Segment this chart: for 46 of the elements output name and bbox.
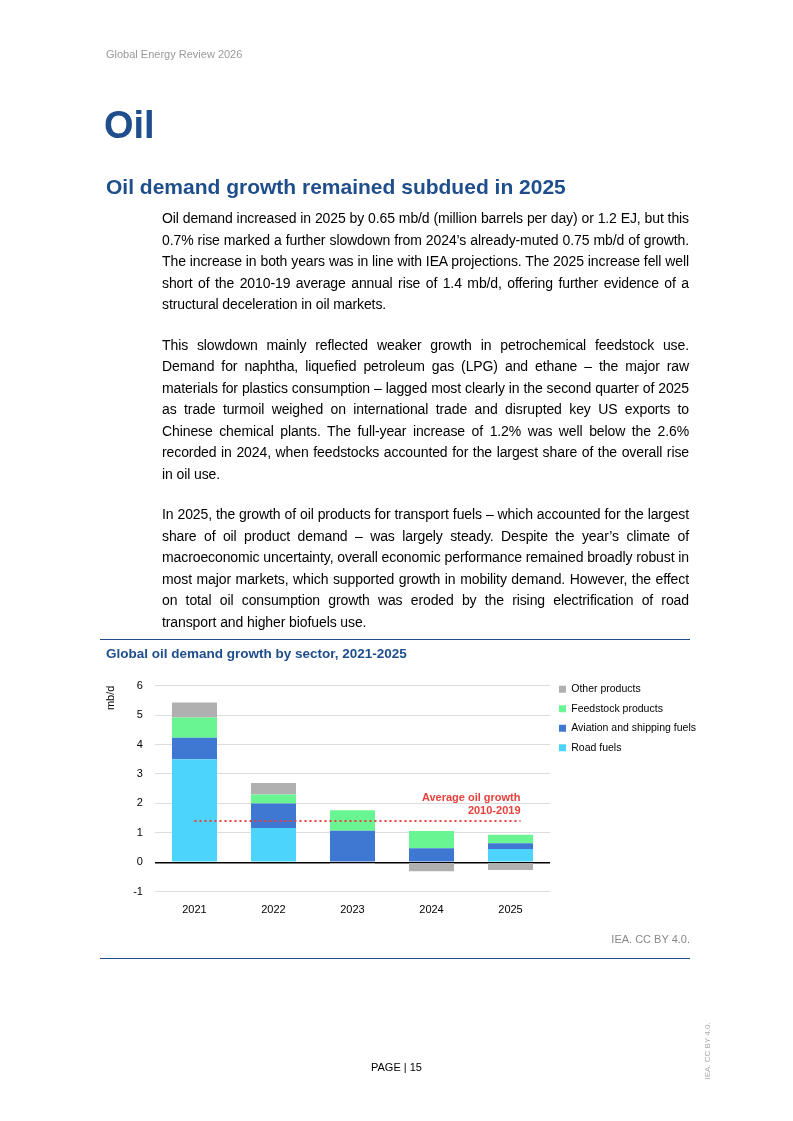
text: IEA. CC BY 4.0. (610, 933, 690, 945)
bar (487, 849, 534, 862)
legend-label: Feedstock products (571, 701, 663, 714)
bar (250, 827, 296, 862)
text: Oil (104, 104, 155, 147)
bar (487, 834, 534, 844)
bar (487, 843, 534, 850)
text: Oil demand growth remained subdued in 2025 (106, 175, 566, 199)
y-tick-label: 6 (136, 678, 143, 691)
text: In 2025, the growth of oil products for transport fuels – which accounted for the largest share of oil product demand – was largely steady. Despite the year’s climate of macroeconomic uncertainty, overall economic performance remained broadly robust in most major markets, which supported growth in mobility demand. However, the effect on total oil consumption growth was eroded by the rising electrification of road transport and higher biofuels use. (162, 505, 689, 632)
chart-title: Global oil demand growth by sector, 2021-2025 (106, 646, 408, 661)
y-tick-label: -1 (133, 884, 143, 897)
bar (329, 830, 376, 862)
x-tick-label: 2024 (419, 903, 444, 916)
bar (408, 831, 455, 849)
bar (250, 783, 296, 795)
y-tick-label: 5 (136, 708, 143, 721)
legend-label: Other products (571, 682, 641, 695)
bar (487, 863, 534, 870)
bar (408, 863, 455, 872)
y-tick-label: 0 (136, 855, 143, 868)
bar (329, 810, 376, 831)
legend-label: Road fuels (571, 740, 622, 753)
bar (171, 759, 217, 862)
text: Oil demand increased in 2025 by 0.65 mb/d (million barrels per day) or 1.2 EJ, but this 0.7% rise marked a further slowdown from 2024’s already-muted 0.75 mb/d of growth. The increase in both years was in line with IEA projections. The 2025 increase fell well short of the 2010-19 average annual rise of 1.4 mb/d, offering further evidence of a structural deceleration in oil markets. (162, 209, 689, 314)
x-tick-label: 2021 (182, 903, 207, 916)
text: Global Energy Review 2026 (106, 48, 243, 60)
legend-label: Aviation and shipping fuels (571, 721, 696, 734)
text: IEA. CC BY 4.0. (702, 1021, 712, 1080)
bar (171, 717, 217, 738)
text: This slowdown mainly reflected weaker growth in petrochemical feedstock use. Demand for naphtha, liquefied petroleum gas (LPG) and ethane – the major raw materials for plastics consumption – lagged most clearly in the second quarter of 2025 as trade turmoil weighed on international trade and disrupted key US exports to Chinese chemical plants. The full-year increase of 1.2% was well below the 2.6% recorded in 2024, when feedstocks accounted for the largest share of the overall rise in oil use. (162, 335, 689, 484)
bar (250, 803, 296, 828)
bar (408, 848, 455, 862)
ref-line-label: Average oil growth 2010-2019 (421, 791, 521, 817)
y-tick-label: 3 (136, 767, 143, 779)
text: PAGE | 15 (371, 1061, 422, 1073)
y-tick-label: 4 (136, 737, 143, 750)
x-tick-label: 2022 (261, 903, 286, 916)
y-axis-title: mb/d (103, 685, 116, 711)
y-tick-label: 2 (136, 796, 143, 809)
bar (250, 794, 296, 804)
bar (171, 702, 217, 718)
x-tick-label: 2025 (498, 903, 523, 916)
bar (171, 737, 217, 760)
x-tick-label: 2023 (340, 903, 365, 916)
y-tick-label: 1 (136, 825, 143, 838)
